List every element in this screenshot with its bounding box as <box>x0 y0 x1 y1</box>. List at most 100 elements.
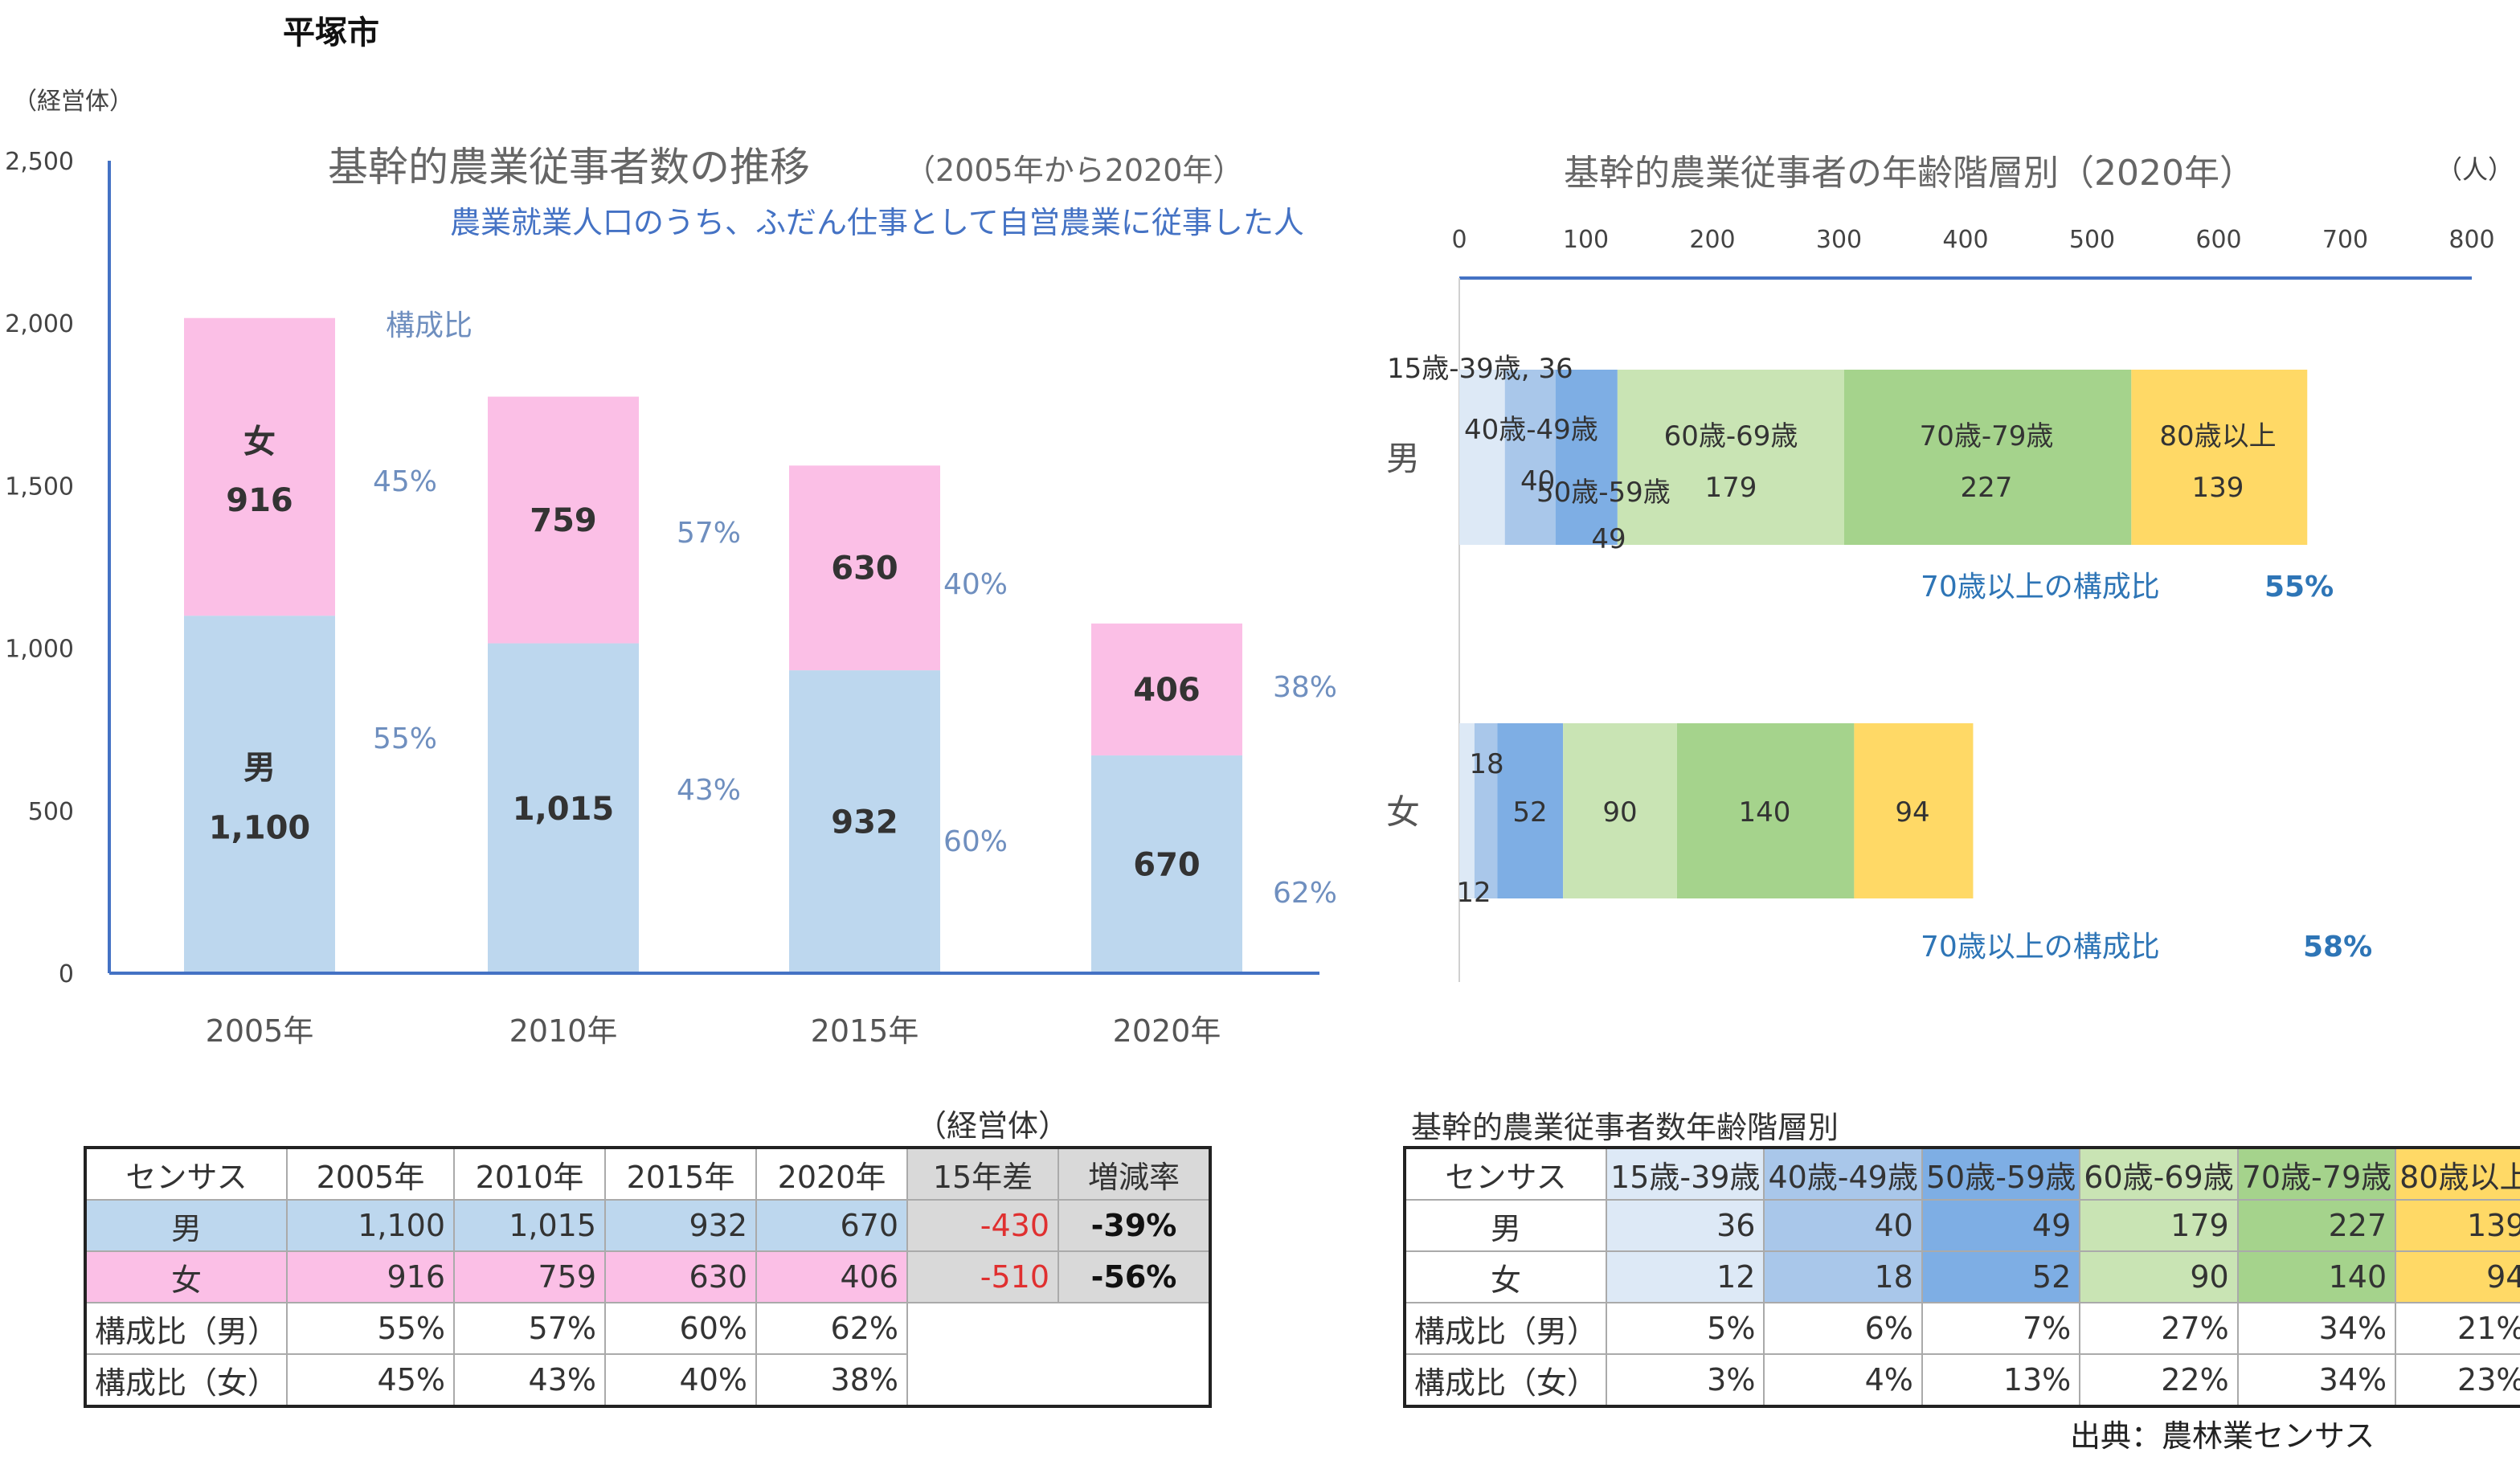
table-row: 構成比（女） 3% 4% 13% 22% 34% 23% <box>1403 1353 2520 1407</box>
table-row: 構成比（女） 45% 43% 40% 38% <box>84 1353 1211 1407</box>
table-cell: 27% <box>2079 1302 2239 1355</box>
row-label: 男 <box>1386 439 1420 478</box>
data-label: 80歳以上 <box>2159 420 2276 452</box>
table-cell: 406 <box>755 1250 909 1303</box>
bar-segment <box>1676 723 1855 898</box>
bar-female <box>1091 623 1242 756</box>
source-note: 出典：農林業センサス <box>2070 1418 2375 1454</box>
table-header-cell: センサス <box>84 1147 288 1201</box>
table-header-cell: 60歳-69歳 <box>2079 1147 2239 1201</box>
x-tick-label: 400 <box>1942 226 1988 254</box>
row-label: 女 <box>1403 1250 1608 1303</box>
table-header-cell: 2010年 <box>453 1147 607 1201</box>
data-label-female: 916 <box>226 482 293 519</box>
series-label-female: 女 <box>243 424 276 460</box>
bar-male <box>488 643 639 973</box>
x-tick-label: 100 <box>1563 226 1609 254</box>
row-label: 構成比（女） <box>1403 1353 1608 1407</box>
table-cell: 43% <box>453 1353 607 1407</box>
rate-cell: -39% <box>1058 1199 1212 1252</box>
bar-female <box>488 396 639 644</box>
table-cell: 7% <box>1921 1302 2081 1355</box>
bar-male <box>184 616 335 973</box>
table-row: センサス 2005年 2010年 2015年 2020年 15年差 増減率 <box>84 1147 1212 1201</box>
bar-segment <box>1563 723 1677 898</box>
y-tick-label: 1,500 <box>5 473 74 501</box>
table-row: センサス 15歳-39歳 40歳-49歳 50歳-59歳 60歳-69歳 70歳… <box>1403 1147 2520 1201</box>
table-cell: 12 <box>1606 1250 1765 1303</box>
table-row: 女 916 759 630 406 -510 -56% <box>84 1250 1212 1303</box>
city-title: 平塚市 <box>283 14 379 51</box>
x-tick-label: 2020年 <box>1113 1013 1221 1049</box>
table-cell: 6% <box>1763 1302 1923 1355</box>
x-tick-label: 600 <box>2195 226 2241 254</box>
row-label: 女 <box>1386 792 1420 832</box>
table-cell: 227 <box>2236 1199 2397 1252</box>
data-label: 140 <box>1739 796 1791 829</box>
data-label-female: 406 <box>1133 672 1201 709</box>
table-cell: 3% <box>1606 1353 1765 1407</box>
bar-male <box>1091 755 1242 973</box>
empty-cell <box>907 1354 1059 1406</box>
chart-title: 基幹的農業従事者の年齢階層別（2020年） <box>1564 153 2255 194</box>
y-tick-label: 2,500 <box>5 148 74 176</box>
table-cell: 60% <box>604 1302 758 1355</box>
x-tick-label: 200 <box>1689 226 1735 254</box>
y-tick-label: 1,000 <box>5 636 74 664</box>
y-tick-label: 2,000 <box>5 310 74 338</box>
table-cell: 38% <box>755 1353 909 1407</box>
table-cell: 670 <box>755 1199 909 1252</box>
ratio-label-female: 57% <box>677 517 741 550</box>
bar-segment <box>1843 370 2132 545</box>
table-cell: 55% <box>286 1302 456 1355</box>
data-label-male: 670 <box>1133 847 1201 884</box>
bar-segment <box>1504 370 1556 545</box>
data-label: 49 <box>1591 523 1626 555</box>
chart-subtitle: 農業就業人口のうち、ふだん仕事として自営農業に従事した人 <box>450 205 1304 240</box>
bar-male <box>789 670 940 973</box>
table-cell: 34% <box>2236 1302 2397 1355</box>
data-label: 40 <box>1520 465 1555 497</box>
ratio-heading: 構成比 <box>386 309 472 342</box>
table-cell: 5% <box>1606 1302 1765 1355</box>
data-label: 179 <box>1705 472 1757 504</box>
table-header-cell: 80歳以上 <box>2395 1147 2520 1201</box>
data-label: 18 <box>1469 748 1503 780</box>
bar-segment <box>1617 370 1844 545</box>
table-cell: 22% <box>2079 1353 2239 1407</box>
table-header-cell: 2020年 <box>755 1147 909 1201</box>
table-cell: 49 <box>1921 1199 2081 1252</box>
data-label: 227 <box>1961 472 2013 504</box>
table-cell: 179 <box>2079 1199 2239 1252</box>
table-header-cell: 40歳-49歳 <box>1763 1147 1923 1201</box>
data-label-female: 630 <box>831 550 898 587</box>
series-label-male: 男 <box>243 750 276 787</box>
bar-female <box>184 317 335 616</box>
chart-title-suffix: （2005年から2020年） <box>905 153 1243 188</box>
x-tick-label: 2005年 <box>206 1013 314 1049</box>
table-cell: 62% <box>755 1302 909 1355</box>
x-tick-label: 300 <box>1816 226 1862 254</box>
ratio-label-male: 55% <box>373 722 437 755</box>
left-stacked-bar-chart: （経営体） 基幹的農業従事者数の推移 （2005年から2020年） 農業就業人口のうち… <box>5 88 1337 1049</box>
ratio-label-female: 38% <box>1273 671 1337 704</box>
data-label: 60歳-69歳 <box>1664 420 1798 452</box>
x-axis-unit: （人） <box>2436 154 2514 185</box>
row-label: 構成比（女） <box>84 1353 288 1407</box>
ratio-label-male: 60% <box>943 825 1008 858</box>
table-cell: 932 <box>604 1199 758 1252</box>
data-label: 70歳-79歳 <box>1920 420 2054 452</box>
y-tick-label: 500 <box>28 798 74 826</box>
table-cell: 18 <box>1763 1250 1923 1303</box>
x-tick-label: 700 <box>2322 226 2368 254</box>
ratio-label-female: 45% <box>373 465 437 498</box>
x-tick-label: 0 <box>1451 226 1467 254</box>
bar-segment <box>1474 723 1498 898</box>
x-tick-label: 2010年 <box>509 1013 618 1049</box>
table-cell: 1,100 <box>286 1199 456 1252</box>
data-label: 15歳-39歳, 36 <box>1387 353 1573 385</box>
table-row: 男 36 40 49 179 227 139 <box>1403 1199 2520 1252</box>
row-label: 男 <box>1403 1199 1608 1252</box>
table-row: 女 12 18 52 90 140 94 <box>1403 1250 2520 1303</box>
data-label-male: 1,015 <box>513 791 615 828</box>
